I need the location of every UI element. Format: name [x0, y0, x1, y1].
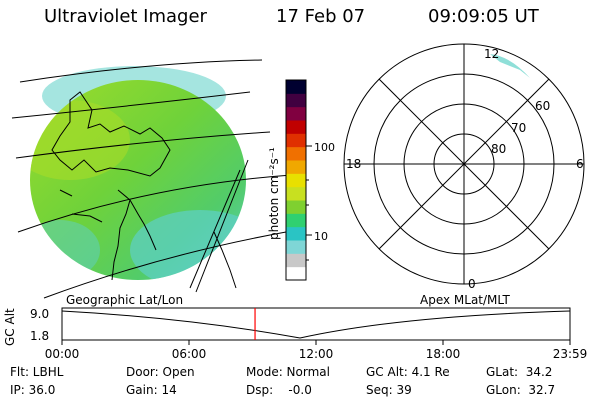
colorbar-unit-label: photon cm⁻²s⁻¹: [267, 147, 281, 240]
timeline-x-tick-label: 00:00: [45, 347, 80, 361]
colorbar-step: [286, 80, 306, 94]
altitude-timeline: Geographic Lat/Lon Apex MLat/MLT GC Alt …: [3, 293, 587, 361]
polar-auroral-patch: [490, 54, 530, 78]
timeline-x-tick-labels: 00:00 06:00 12:00 18:00 23:59: [45, 347, 588, 361]
colorbar-tick-100: 100: [314, 141, 335, 154]
earth-image: [11, 59, 293, 299]
mlat-label-70: 70: [511, 121, 526, 135]
colorbar-step: [286, 133, 306, 148]
timeline-x-tick-label: 18:00: [426, 347, 461, 361]
glat-readout: GLat: 34.2: [486, 365, 553, 379]
colorbar-step: [286, 160, 306, 174]
filter-readout: Flt: LBHL: [10, 365, 64, 379]
observation-time: 09:09:05 UT: [428, 6, 539, 27]
gc-alt-readout: GC Alt: 4.1 Re: [366, 365, 450, 379]
colorbar: 100 10 photon cm⁻²s⁻¹: [267, 79, 335, 281]
mlt-label-0: 0: [468, 277, 476, 291]
colorbar-step: [286, 240, 306, 254]
y-tick-max: 9.0: [30, 307, 49, 321]
timeline-x-tick-label: 06:00: [172, 347, 207, 361]
altitude-curve: [61, 310, 571, 339]
mlat-label-60: 60: [535, 99, 550, 113]
timeline-tick-marks: [61, 340, 571, 345]
mode-readout: Mode: Normal: [246, 365, 330, 379]
glon-readout: GLon: 32.7: [486, 383, 556, 397]
y-tick-min: 1.8: [30, 329, 49, 343]
timeline-right-label: Apex MLat/MLT: [420, 293, 510, 307]
mlt-label-12: 12: [484, 47, 499, 61]
instrument-title: Ultraviolet Imager: [44, 6, 207, 27]
observation-date: 17 Feb 07: [276, 6, 366, 27]
dsp-readout: Dsp: -0.0: [246, 383, 312, 397]
colorbar-steps: [286, 80, 306, 281]
colorbar-step: [286, 200, 306, 214]
coastlines: [51, 91, 237, 289]
timeline-x-tick-label: 23:59: [553, 347, 588, 361]
door-readout: Door: Open: [126, 365, 195, 379]
timeline-axis-label: GC Alt: [3, 308, 17, 346]
gain-readout: Gain: 14: [126, 383, 177, 397]
colorbar-step: [286, 173, 306, 188]
colorbar-step: [286, 253, 306, 268]
mlt-label-6: 6: [576, 157, 584, 171]
colorbar-step: [286, 146, 306, 161]
colorbar-tick-10: 10: [314, 230, 328, 243]
mlat-label-80: 80: [491, 142, 506, 156]
colorbar-step: [286, 226, 306, 241]
mlt-label-18: 18: [346, 157, 361, 171]
colorbar-step: [286, 93, 306, 108]
polar-plot: [343, 43, 585, 285]
seq-readout: Seq: 39: [366, 383, 412, 397]
colorbar-step: [286, 266, 306, 281]
colorbar-step: [286, 106, 306, 121]
timeline-left-label: Geographic Lat/Lon: [66, 293, 183, 307]
ip-readout: IP: 36.0: [10, 383, 56, 397]
colorbar-step: [286, 120, 306, 134]
geographic-grid: [11, 59, 293, 299]
colorbar-step: [286, 213, 306, 228]
colorbar-step: [286, 186, 306, 201]
timeline-x-tick-label: 12:00: [299, 347, 334, 361]
